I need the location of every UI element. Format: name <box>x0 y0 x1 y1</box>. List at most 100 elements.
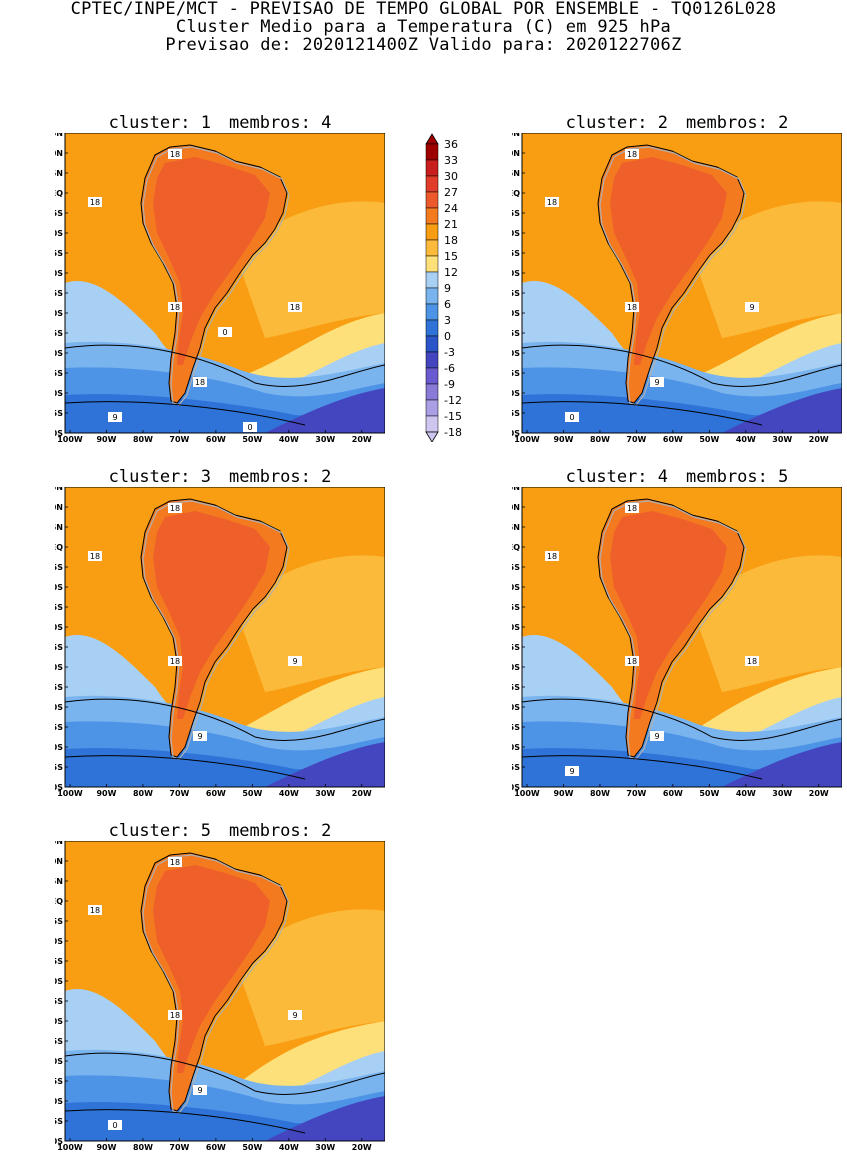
latitude-tick-label: 20S <box>55 977 63 986</box>
temperature-map: 15N 10N 5N EQ 5S 10S 15S 20S 25S 30S 35S 40S 45S 50S 5… <box>55 487 385 798</box>
latitude-tick-label: EQ <box>55 189 63 198</box>
contour-label: 0 <box>569 413 574 422</box>
longitude-tick-label: 90W <box>553 789 573 798</box>
latitude-tick-label: 5N <box>55 877 63 886</box>
contour-label: 18 <box>170 303 180 312</box>
members-label: membros: 2 <box>686 113 789 133</box>
longitude-tick-label: 40W <box>279 435 299 444</box>
latitude-tick-label: 60S <box>55 1137 63 1146</box>
latitude-tick-label: 10S <box>55 937 63 946</box>
latitude-tick-label: 5S <box>55 917 63 926</box>
members-label: membros: 5 <box>686 467 789 487</box>
panel-title: cluster: 4 membros: 5 <box>512 467 842 487</box>
latitude-tick-label: 40S <box>55 1057 63 1066</box>
members-label: membros: 2 <box>229 821 332 841</box>
colorbar-swatch <box>425 319 439 337</box>
colorbar-swatch <box>425 207 439 225</box>
colorbar-tick-label: 24 <box>444 202 458 215</box>
latitude-tick-label: 15S <box>55 957 63 966</box>
header-forecast-dates: Previsao de: 2020121400Z Valido para: 20… <box>165 35 682 55</box>
longitude-tick-label: 70W <box>169 1143 189 1152</box>
colorbar-tick-label: 30 <box>444 170 458 183</box>
longitude-tick-label: 40W <box>736 435 756 444</box>
contour-label: 18 <box>90 906 100 915</box>
latitude-tick-label: 25S <box>55 643 63 652</box>
contour-label: 18 <box>170 657 180 666</box>
latitude-tick-label: 20S <box>55 623 63 632</box>
colorbar-tick-label: 9 <box>444 282 451 295</box>
latitude-tick-label: 40S <box>55 703 63 712</box>
contour-label: 9 <box>197 732 202 741</box>
contour-label: 18 <box>627 150 637 159</box>
cluster-label: cluster: 5 <box>108 821 211 841</box>
latitude-tick-label: 25S <box>512 643 520 652</box>
temperature-map: 15N 10N 5N EQ 5S 10S 15S 20S 25S 30S 35S 40S 45S 50S 5… <box>512 133 842 444</box>
colorbar-swatch <box>425 191 439 209</box>
longitude-tick-label: 70W <box>626 435 646 444</box>
longitude-tick-label: 20W <box>352 435 372 444</box>
longitude-tick-label: 100W <box>57 1143 83 1152</box>
latitude-tick-label: 5S <box>512 209 520 218</box>
contour-label: 9 <box>749 303 754 312</box>
panel-title: cluster: 1 membros: 4 <box>55 113 385 133</box>
contour-label: 0 <box>112 1121 117 1130</box>
cluster-panel-1: cluster: 1 membros: 4 15N 10N 5N EQ 5S 10S 15S 2… <box>55 113 385 444</box>
cluster-panel-5: cluster: 5 membros: 2 15N 10N 5N EQ 5S 10S 15S 2… <box>55 821 385 1152</box>
longitude-tick-label: 80W <box>133 435 153 444</box>
latitude-tick-label: 60S <box>55 429 63 438</box>
latitude-tick-label: 15S <box>512 249 520 258</box>
contour-label: 9 <box>112 413 117 422</box>
latitude-tick-label: 15N <box>55 133 63 138</box>
contour-label: 18 <box>627 303 637 312</box>
cluster-label: cluster: 4 <box>565 467 668 487</box>
latitude-tick-label: 50S <box>512 743 520 752</box>
temperature-map: 15N 10N 5N EQ 5S 10S 15S 20S 25S 30S 35S 40S 45S 50S 5… <box>55 133 385 444</box>
latitude-tick-label: 5S <box>55 209 63 218</box>
latitude-tick-label: 10N <box>55 503 63 512</box>
latitude-tick-label: 20S <box>55 269 63 278</box>
latitude-tick-label: 10S <box>512 229 520 238</box>
latitude-tick-label: 45S <box>512 369 520 378</box>
longitude-tick-label: 30W <box>315 435 335 444</box>
longitude-tick-label: 30W <box>772 789 792 798</box>
longitude-tick-label: 20W <box>809 435 829 444</box>
colorbar-tick-label: -6 <box>444 362 455 375</box>
longitude-tick-label: 40W <box>279 1143 299 1152</box>
latitude-tick-label: 10N <box>512 503 520 512</box>
latitude-tick-label: 60S <box>512 783 520 792</box>
latitude-tick-label: 40S <box>512 349 520 358</box>
latitude-tick-label: EQ <box>512 543 520 552</box>
longitude-tick-label: 20W <box>352 789 372 798</box>
latitude-tick-label: 25S <box>55 289 63 298</box>
latitude-tick-label: 50S <box>55 1097 63 1106</box>
colorbar-tick-label: 21 <box>444 218 458 231</box>
latitude-tick-label: 40S <box>512 703 520 712</box>
colorbar-tick-label: 18 <box>444 234 458 247</box>
longitude-tick-label: 100W <box>514 789 540 798</box>
latitude-tick-label: 5N <box>512 523 520 532</box>
longitude-tick-label: 90W <box>553 435 573 444</box>
cluster-panel-3: cluster: 3 membros: 2 15N 10N 5N EQ 5S 10S 15S 2… <box>55 467 385 798</box>
contour-label: 0 <box>247 423 252 432</box>
longitude-tick-label: 100W <box>57 435 83 444</box>
latitude-tick-label: 50S <box>512 389 520 398</box>
latitude-tick-label: 5N <box>55 169 63 178</box>
latitude-tick-label: 15S <box>55 249 63 258</box>
longitude-tick-label: 100W <box>514 435 540 444</box>
colorbar-swatch <box>425 239 439 257</box>
longitude-tick-label: 70W <box>626 789 646 798</box>
latitude-tick-label: 35S <box>55 1037 63 1046</box>
longitude-tick-label: 80W <box>590 789 610 798</box>
latitude-tick-label: 30S <box>512 309 520 318</box>
colorbar-swatch <box>425 287 439 305</box>
longitude-tick-label: 50W <box>699 435 719 444</box>
panel-title: cluster: 5 membros: 2 <box>55 821 385 841</box>
colorbar-tick-label: 0 <box>444 330 451 343</box>
contour-label: 18 <box>290 303 300 312</box>
latitude-tick-label: 10N <box>55 149 63 158</box>
colorbar-tick-label: 6 <box>444 298 451 311</box>
colorbar-tick-label: -15 <box>444 410 462 423</box>
contour-label: 18 <box>547 552 557 561</box>
latitude-tick-label: 55S <box>55 763 63 772</box>
latitude-tick-label: 30S <box>55 309 63 318</box>
